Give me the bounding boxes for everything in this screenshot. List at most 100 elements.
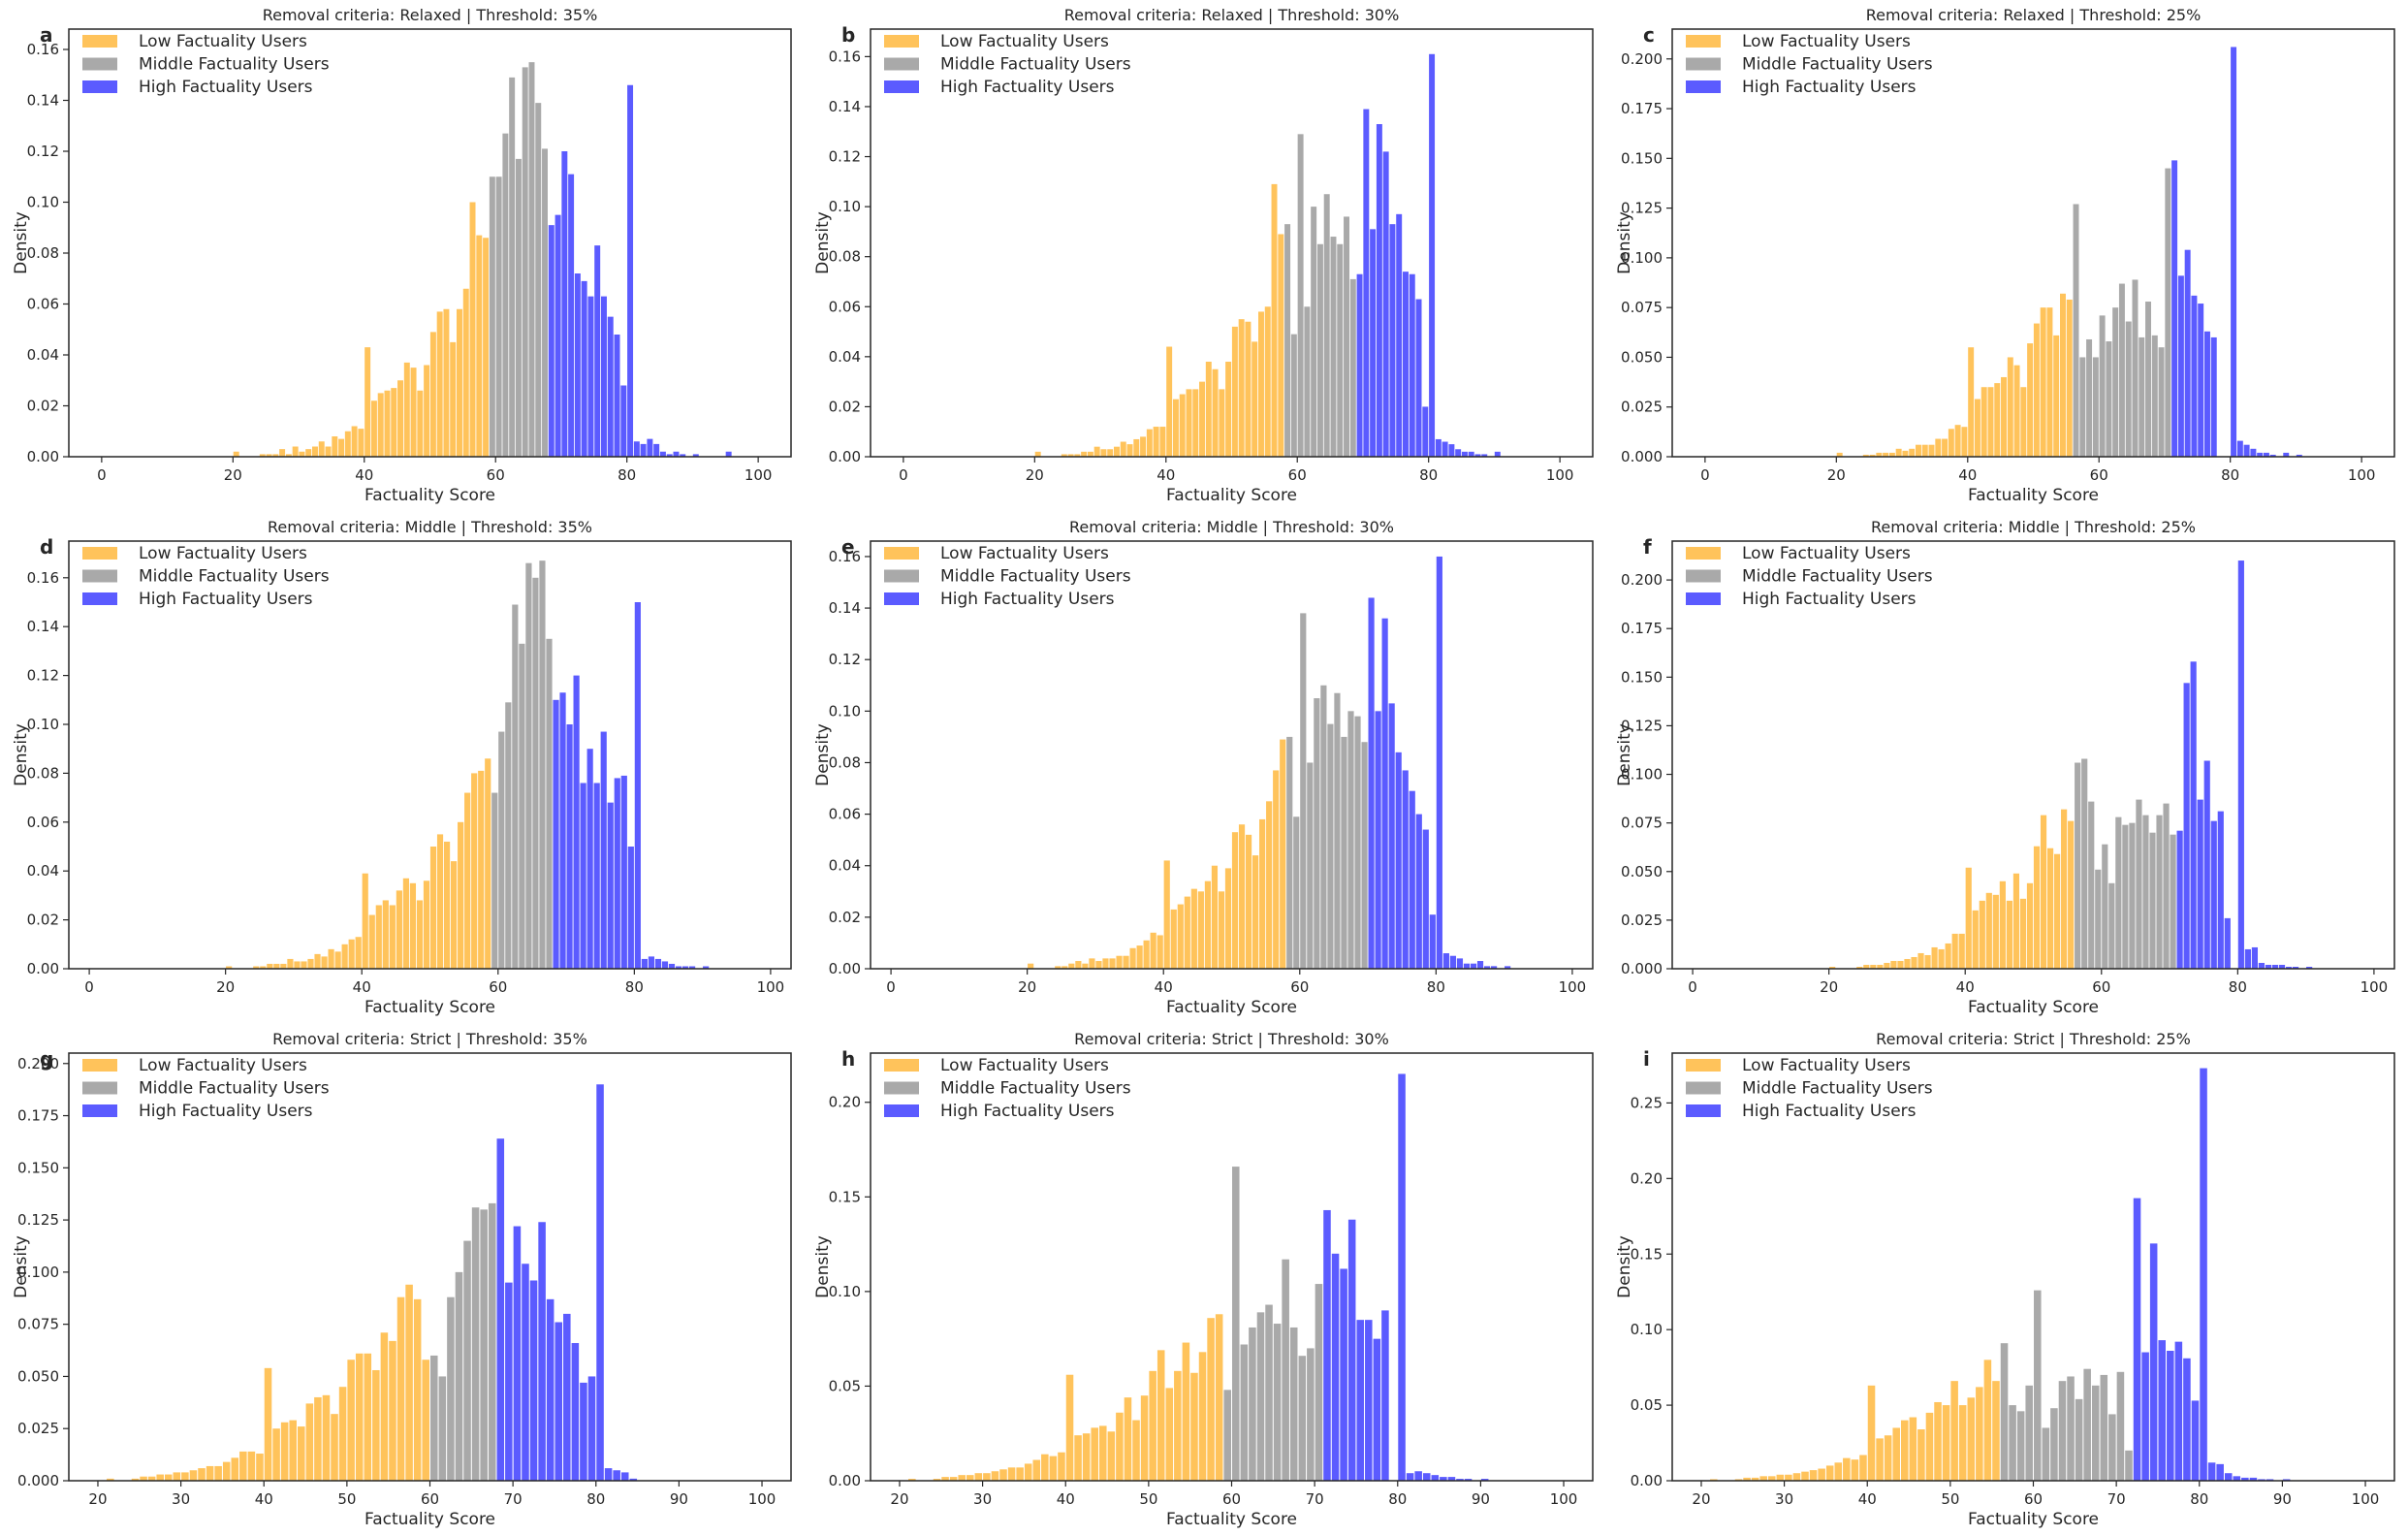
bar-middle bbox=[2139, 336, 2145, 457]
bar-low bbox=[1710, 1479, 1718, 1481]
bar-low bbox=[983, 1473, 991, 1481]
bar-high bbox=[2265, 964, 2272, 969]
bar-high bbox=[1461, 451, 1468, 457]
bar-high bbox=[666, 454, 673, 458]
bar-low bbox=[1870, 964, 1877, 969]
bar-low bbox=[253, 966, 260, 969]
legend-label: High Factuality Users bbox=[139, 78, 313, 97]
bar-low bbox=[1925, 1412, 1934, 1481]
bar-high bbox=[2204, 331, 2210, 457]
bar-high bbox=[1448, 444, 1455, 457]
bar-low bbox=[1177, 904, 1184, 969]
bar-middle bbox=[1327, 723, 1334, 969]
bar-low bbox=[949, 1477, 958, 1481]
x-tick-label: 40 bbox=[1858, 1490, 1877, 1508]
bar-low bbox=[1809, 1470, 1818, 1481]
bar-low bbox=[1258, 311, 1264, 457]
bar-low bbox=[478, 770, 485, 969]
bar-low bbox=[405, 1284, 413, 1481]
legend-label: Middle Factuality Users bbox=[1742, 1079, 1933, 1099]
y-tick-label: 0.02 bbox=[829, 909, 861, 926]
bar-middle bbox=[1354, 716, 1361, 969]
x-tick-label: 20 bbox=[890, 1490, 908, 1508]
bar-high bbox=[1388, 703, 1395, 969]
bar-middle bbox=[2075, 762, 2081, 969]
bar-middle bbox=[2095, 869, 2102, 969]
bar-high bbox=[2263, 452, 2269, 457]
y-tick-label: 0.00 bbox=[1631, 1472, 1663, 1489]
bar-low bbox=[396, 1296, 405, 1481]
bar-low bbox=[1836, 452, 1843, 457]
bar-middle bbox=[2099, 315, 2106, 457]
bar-low bbox=[384, 390, 391, 457]
bar-high bbox=[1406, 1473, 1414, 1481]
y-tick-label: 0.15 bbox=[1631, 1245, 1663, 1263]
bar-low bbox=[476, 235, 483, 457]
bar-middle bbox=[2091, 1385, 2100, 1481]
panel-letter: g bbox=[40, 1047, 53, 1071]
x-tick-label: 40 bbox=[355, 466, 373, 484]
bar-low bbox=[273, 963, 280, 969]
y-tick-label: 0.050 bbox=[1621, 863, 1663, 880]
bar-low bbox=[1068, 963, 1075, 969]
bar-low bbox=[1120, 441, 1126, 457]
bar-low bbox=[1074, 454, 1081, 457]
y-tick-label: 0.06 bbox=[27, 296, 59, 313]
bar-low bbox=[1785, 1474, 1792, 1481]
legend-label: High Factuality Users bbox=[1742, 590, 1917, 609]
bar-low bbox=[1199, 381, 1205, 457]
x-tick-label: 60 bbox=[2092, 978, 2110, 996]
bar-low bbox=[2012, 873, 2020, 969]
bar-low bbox=[429, 332, 436, 458]
bar-middle bbox=[2042, 1427, 2050, 1481]
bar-low bbox=[364, 1353, 372, 1481]
bar-high bbox=[627, 847, 634, 969]
bar-high bbox=[641, 958, 648, 969]
bar-middle bbox=[2116, 1371, 2125, 1481]
bar-high bbox=[1402, 770, 1409, 969]
bar-high bbox=[2210, 336, 2217, 457]
legend-label: Middle Factuality Users bbox=[940, 1079, 1131, 1099]
bar-high bbox=[1455, 449, 1462, 457]
x-tick-label: 100 bbox=[745, 466, 773, 484]
legend-label: High Factuality Users bbox=[1742, 78, 1917, 97]
bar-low bbox=[260, 966, 267, 969]
bar-high bbox=[2265, 1479, 2274, 1481]
legend: Low Factuality Users Middle Factuality Us… bbox=[1686, 32, 1933, 97]
bar-low bbox=[1245, 834, 1252, 969]
bar-low bbox=[416, 900, 424, 969]
bar-high bbox=[1363, 109, 1370, 457]
bar-middle bbox=[2058, 1381, 2067, 1481]
bar-high bbox=[2191, 1400, 2200, 1481]
bar-low bbox=[298, 1426, 305, 1481]
bar-middle bbox=[2083, 1368, 2091, 1481]
panel-f: 0 20 40 60 80 100 0.000 0.025 0.050 0.075 0.100 0.1… bbox=[1615, 518, 2395, 1017]
bar-middle bbox=[2079, 357, 2086, 457]
legend-swatch bbox=[1686, 1081, 1721, 1095]
bar-middle bbox=[489, 176, 495, 457]
y-tick-label: 0.20 bbox=[1631, 1169, 1663, 1187]
bar-low bbox=[2026, 882, 2034, 969]
bar-low bbox=[267, 963, 273, 969]
bar-middle bbox=[528, 62, 535, 458]
bar-middle bbox=[2129, 822, 2136, 969]
bar-low bbox=[1280, 739, 1286, 969]
bar-middle bbox=[1337, 243, 1344, 457]
bar-low bbox=[1862, 454, 1869, 457]
bar-high bbox=[1463, 963, 1471, 969]
bar-low bbox=[1074, 1435, 1082, 1481]
y-tick-label: 0.02 bbox=[829, 398, 861, 415]
bar-high bbox=[1476, 961, 1484, 969]
bar-low bbox=[1058, 1452, 1065, 1481]
bar-high bbox=[613, 1470, 620, 1481]
legend-swatch bbox=[82, 57, 117, 71]
bar-high bbox=[563, 1313, 571, 1481]
bar-high bbox=[573, 675, 580, 969]
bar-middle bbox=[1297, 134, 1304, 457]
bar-low bbox=[389, 1340, 396, 1481]
bar-low bbox=[1207, 1318, 1215, 1481]
y-tick-label: 0.06 bbox=[27, 814, 59, 831]
bar-low bbox=[1942, 438, 1949, 457]
bar-middle bbox=[430, 1355, 438, 1481]
